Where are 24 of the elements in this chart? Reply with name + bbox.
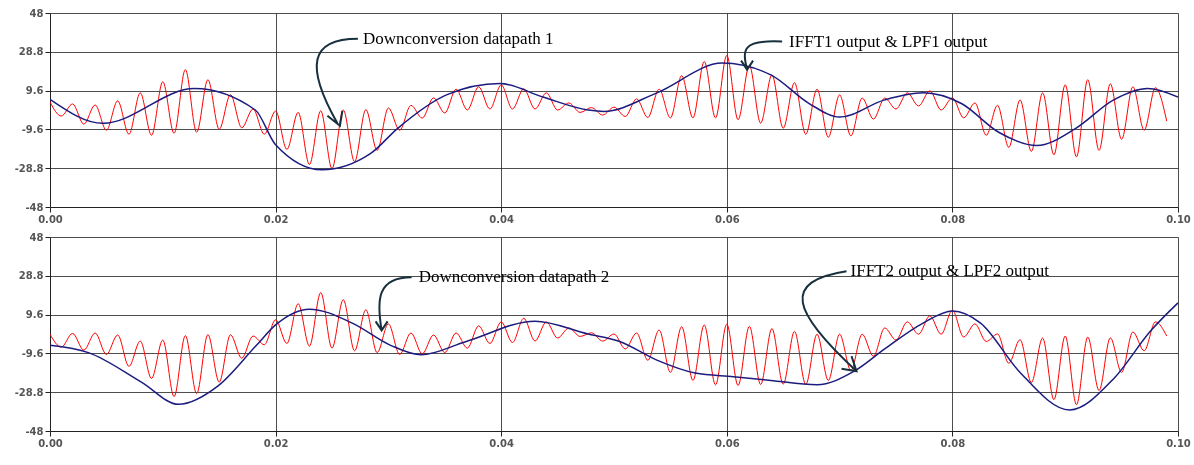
x-tick-label: 0.04 <box>489 437 515 449</box>
y-tick-label: 9.6 <box>25 85 44 97</box>
x-tick-label: 0.00 <box>38 213 63 225</box>
x-tick-label: 0.10 <box>1166 213 1191 225</box>
x-tick-label: 0.04 <box>489 213 515 225</box>
x-tick-label: 0.02 <box>263 437 289 449</box>
x-tick-label: 0.06 <box>714 437 740 449</box>
y-tick-label: 28.8 <box>18 46 44 58</box>
y-tick-label: -28.8 <box>14 386 44 398</box>
y-tick-label: 48 <box>29 7 44 19</box>
y-tick-label: 9.6 <box>25 309 44 321</box>
x-tick-label: 0.08 <box>940 213 966 225</box>
x-tick-label: 0.08 <box>940 437 966 449</box>
x-tick-label: 0.02 <box>263 213 289 225</box>
y-tick-label: -48 <box>25 201 44 213</box>
y-tick-label: -9.6 <box>21 123 44 135</box>
x-tick-label: 0.00 <box>38 437 63 449</box>
y-tick-label: -28.8 <box>14 162 44 174</box>
y-tick-label: -48 <box>25 425 44 437</box>
x-tick-label: 0.10 <box>1166 437 1191 449</box>
y-tick-label: 48 <box>29 231 44 243</box>
x-tick-label: 0.06 <box>714 213 740 225</box>
y-tick-label: -9.6 <box>21 347 44 359</box>
y-tick-label: 28.8 <box>18 270 44 282</box>
